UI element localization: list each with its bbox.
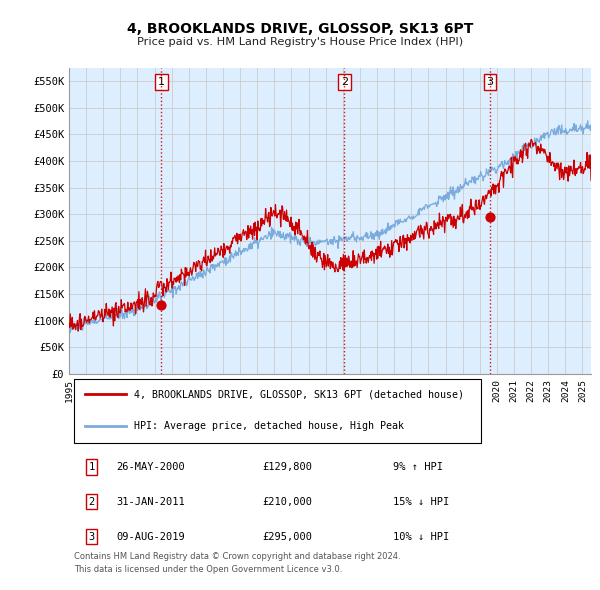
Text: 9% ↑ HPI: 9% ↑ HPI — [392, 462, 443, 472]
Text: 1: 1 — [88, 462, 95, 472]
Text: £295,000: £295,000 — [262, 532, 312, 542]
Text: 15% ↓ HPI: 15% ↓ HPI — [392, 497, 449, 507]
Text: £210,000: £210,000 — [262, 497, 312, 507]
Text: 4, BROOKLANDS DRIVE, GLOSSOP, SK13 6PT: 4, BROOKLANDS DRIVE, GLOSSOP, SK13 6PT — [127, 22, 473, 37]
Text: 2: 2 — [88, 497, 95, 507]
Text: This data is licensed under the Open Government Licence v3.0.: This data is licensed under the Open Gov… — [74, 565, 343, 574]
Text: 09-AUG-2019: 09-AUG-2019 — [116, 532, 185, 542]
Text: 2: 2 — [341, 77, 348, 87]
Point — [340, 257, 349, 267]
Text: HPI: Average price, detached house, High Peak: HPI: Average price, detached house, High… — [134, 421, 404, 431]
FancyBboxPatch shape — [74, 379, 481, 442]
Text: £129,800: £129,800 — [262, 462, 312, 472]
Text: 26-MAY-2000: 26-MAY-2000 — [116, 462, 185, 472]
Text: Contains HM Land Registry data © Crown copyright and database right 2024.: Contains HM Land Registry data © Crown c… — [74, 552, 401, 561]
Text: 31-JAN-2011: 31-JAN-2011 — [116, 497, 185, 507]
Point — [485, 212, 495, 222]
Text: 3: 3 — [88, 532, 95, 542]
Text: 4, BROOKLANDS DRIVE, GLOSSOP, SK13 6PT (detached house): 4, BROOKLANDS DRIVE, GLOSSOP, SK13 6PT (… — [134, 389, 464, 399]
Text: 1: 1 — [158, 77, 165, 87]
Text: Price paid vs. HM Land Registry's House Price Index (HPI): Price paid vs. HM Land Registry's House … — [137, 37, 463, 47]
Point — [157, 300, 166, 310]
Text: 10% ↓ HPI: 10% ↓ HPI — [392, 532, 449, 542]
Text: 3: 3 — [487, 77, 494, 87]
